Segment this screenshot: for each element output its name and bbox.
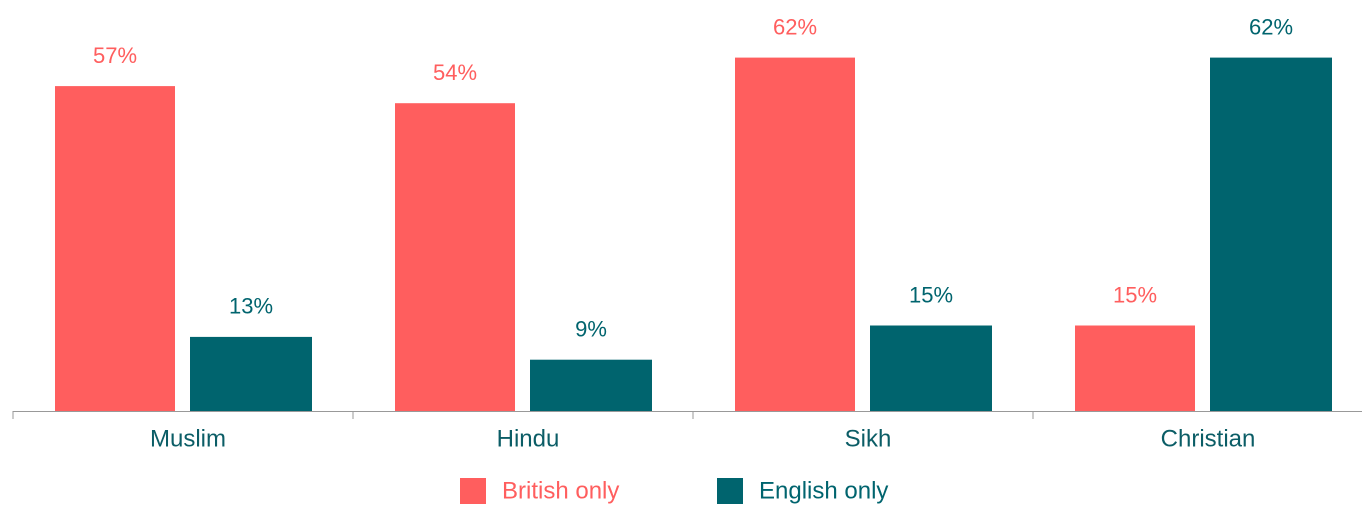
legend-swatch [460,478,486,504]
x-tick-label: Muslim [150,425,226,452]
x-tick-label: Christian [1161,425,1256,452]
bar [1075,325,1195,411]
value-label: 9% [575,317,607,342]
legend-swatch [717,478,743,504]
value-label: 54% [433,60,477,85]
x-tick-label: Sikh [845,425,892,452]
bar [55,86,175,411]
legend-label: English only [759,477,888,504]
value-label: 15% [909,282,953,307]
bar [190,336,312,411]
value-label: 15% [1113,282,1157,307]
value-label: 62% [773,14,817,39]
value-label: 13% [229,294,273,319]
value-label: 62% [1249,14,1293,39]
bar [395,103,515,411]
bar [1210,57,1332,411]
bar [530,359,652,411]
legend-label: British only [502,477,619,504]
x-tick-label: Hindu [497,425,560,452]
value-label: 57% [93,43,137,68]
bar [735,57,855,411]
bar [870,325,992,411]
